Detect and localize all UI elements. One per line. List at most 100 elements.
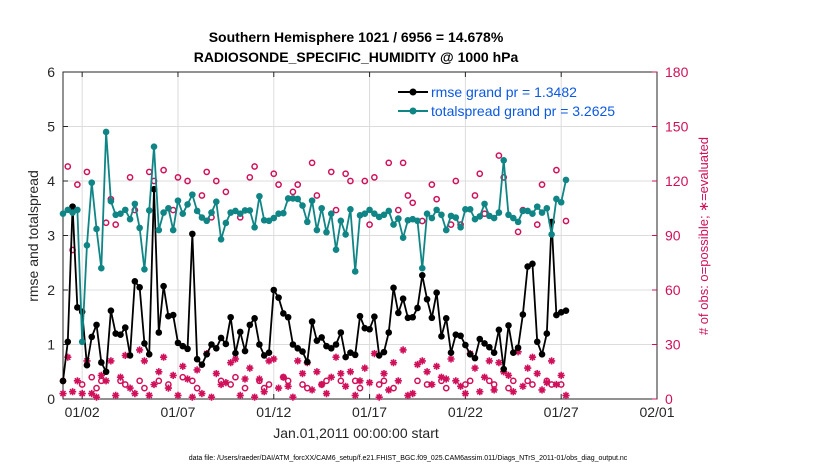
rmse-point xyxy=(155,329,163,336)
possible-point xyxy=(232,373,239,381)
evaluated-point xyxy=(480,373,489,381)
evaluated-point xyxy=(145,391,153,399)
rmse-segment xyxy=(162,286,170,317)
rmse-point xyxy=(366,325,373,333)
evaluated-point xyxy=(212,370,220,378)
evaluated-point xyxy=(255,375,263,383)
rmse-point xyxy=(59,377,67,385)
rmse-point xyxy=(227,313,234,321)
evaluated-point xyxy=(251,393,259,401)
totalspread-point xyxy=(256,192,263,200)
totalspread-point xyxy=(145,207,153,214)
rmse-point xyxy=(313,337,321,344)
possible-point xyxy=(313,192,321,199)
evaluated-point xyxy=(88,389,96,398)
rmse-point xyxy=(299,348,306,355)
totalspread-point xyxy=(533,203,541,210)
rmse-point xyxy=(246,321,254,329)
totalspread-point xyxy=(490,214,498,222)
possible-point xyxy=(78,381,86,388)
totalspread-segment xyxy=(550,198,558,235)
y2-tick-label: 90 xyxy=(665,228,681,244)
totalspread-segment xyxy=(330,213,337,250)
rmse-point xyxy=(390,284,397,292)
evaluated-point xyxy=(389,359,398,367)
rmse-point xyxy=(466,351,474,358)
totalspread-point xyxy=(246,207,254,214)
rmse-segment xyxy=(105,310,112,372)
totalspread-point xyxy=(471,215,479,223)
totalspread-segment xyxy=(95,228,103,269)
possible-point xyxy=(136,377,143,385)
rmse-segment xyxy=(416,275,424,309)
rmse-segment xyxy=(541,333,548,355)
totalspread-segment xyxy=(349,209,357,272)
y-axis-label: rmse and totalspread xyxy=(25,170,41,302)
rmse-point xyxy=(83,361,91,369)
possible-point xyxy=(112,221,120,228)
totalspread-point xyxy=(241,207,249,214)
possible-point xyxy=(452,177,460,185)
rmse-point xyxy=(179,342,187,350)
rmse-segment xyxy=(373,316,381,356)
evaluated-point xyxy=(442,375,450,383)
totalspread-segment xyxy=(90,182,98,230)
evaluated-point xyxy=(92,393,101,401)
evaluated-point xyxy=(509,388,517,396)
evaluated-point xyxy=(121,351,129,359)
evaluated-point xyxy=(160,353,168,361)
x-axis-label: Jan.01,2011 00:00:00 start xyxy=(273,425,439,441)
possible-point xyxy=(490,381,498,388)
possible-point xyxy=(332,206,340,214)
possible-point xyxy=(126,174,134,181)
rmse-point xyxy=(490,349,498,356)
totalspread-point xyxy=(74,206,81,214)
evaluated-point xyxy=(217,380,225,389)
possible-point xyxy=(409,199,417,207)
evaluated-point xyxy=(298,370,307,378)
x-tick-label: 01/17 xyxy=(352,404,387,420)
evaluated-point xyxy=(188,393,196,401)
totalspread-segment xyxy=(105,131,112,202)
evaluated-point xyxy=(275,384,283,392)
totalspread-segment xyxy=(335,220,342,250)
evaluated-point xyxy=(399,346,407,354)
totalspread-point xyxy=(524,207,531,215)
rmse-segment xyxy=(498,329,505,370)
totalspread-point xyxy=(165,204,172,212)
totalspread-point xyxy=(280,209,287,217)
possible-point xyxy=(102,219,110,227)
totalspread-point xyxy=(361,210,369,217)
rmse-point xyxy=(414,304,421,312)
evaluated-point xyxy=(313,368,321,376)
totalspread-segment xyxy=(133,203,141,229)
rmse-point xyxy=(88,333,96,341)
rmse-segment xyxy=(354,316,361,355)
totalspread-point xyxy=(500,156,508,164)
rmse-point xyxy=(232,349,239,357)
possible-point xyxy=(193,384,201,392)
rmse-segment xyxy=(66,206,74,342)
possible-point xyxy=(361,177,369,185)
possible-point xyxy=(533,221,541,228)
evaluated-point xyxy=(308,386,316,394)
y-tick-label: 5 xyxy=(47,119,55,135)
rmse-point xyxy=(395,309,402,317)
y-tick-label: 6 xyxy=(47,64,55,80)
evaluated-point xyxy=(260,388,268,396)
rmse-point xyxy=(174,339,182,347)
evaluated-point xyxy=(528,353,537,361)
rmse-point xyxy=(64,338,72,346)
rmse-segment xyxy=(62,341,69,382)
rmse-point xyxy=(471,354,479,362)
possible-point xyxy=(404,192,412,199)
evaluated-point xyxy=(557,371,565,379)
rmse-point xyxy=(371,313,378,321)
possible-point xyxy=(64,163,72,170)
possible-point xyxy=(485,377,493,385)
evaluated-point xyxy=(457,382,465,390)
totalspread-point xyxy=(284,195,292,202)
rmse-point xyxy=(284,313,292,321)
rmse-point xyxy=(217,334,225,342)
totalspread-point xyxy=(337,217,345,225)
